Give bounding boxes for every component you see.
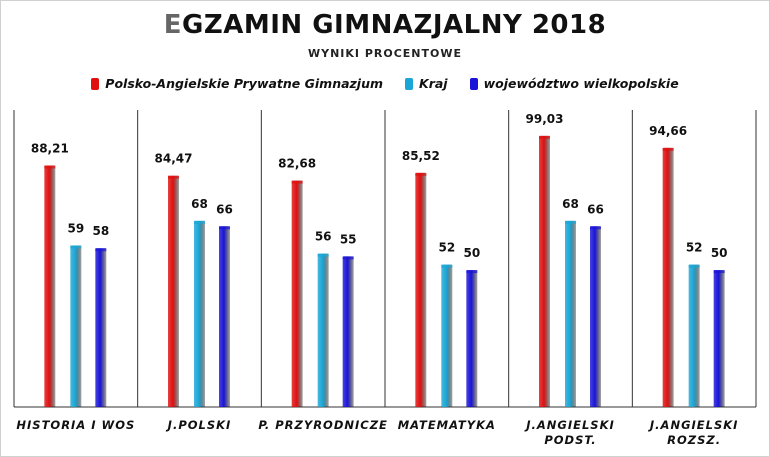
bar-wojewodztwo [95, 248, 107, 407]
bar-top-cap [565, 220, 576, 224]
bar-top-cap [95, 248, 107, 252]
bar-top-cap [342, 256, 354, 260]
x-tick-label: PODST. [544, 433, 596, 447]
bar-top-cap [590, 226, 601, 230]
bar-top-cap [441, 264, 453, 268]
bar-school [415, 172, 427, 407]
x-tick-label: ROZSZ. [667, 433, 721, 447]
bar-kraj [688, 264, 700, 407]
legend-swatch-school [91, 77, 100, 90]
data-label: 50 [711, 246, 728, 260]
legend-swatch-kraj [405, 77, 414, 90]
legend-item-kraj: Kraj [405, 76, 448, 91]
bar-school [44, 165, 56, 407]
data-label: 66 [587, 202, 604, 216]
bar-top-cap [44, 165, 56, 169]
data-label: 52 [686, 241, 703, 255]
bar-school [291, 180, 303, 407]
x-tick-label: P. PRZYRODNICZE [258, 418, 388, 432]
data-label: 50 [463, 246, 480, 260]
bar-top-cap [70, 245, 82, 249]
bar-kraj [565, 220, 576, 407]
bar-wojewodztwo [713, 270, 725, 407]
bar-top-cap [415, 172, 427, 176]
bar-top-cap [662, 147, 674, 151]
bar-kraj [317, 253, 329, 407]
data-label: 59 [67, 221, 84, 235]
x-tick-label: J.POLSKI [166, 418, 232, 432]
x-tick-label: HISTORIA I WOS [16, 418, 135, 432]
bar-kraj [441, 264, 453, 407]
x-tick-label: J.ANGIELSKI [524, 418, 615, 432]
bar-top-cap [688, 264, 700, 268]
bar-top-cap [168, 175, 179, 179]
bar-wojewodztwo [466, 270, 478, 407]
bar-school [539, 135, 550, 407]
data-label: 66 [216, 202, 233, 216]
data-label: 84,47 [155, 152, 193, 166]
data-label: 99,03 [526, 112, 564, 126]
bar-top-cap [713, 270, 725, 274]
bar-top-cap [194, 220, 205, 224]
legend-label-school: Polsko-Angielskie Prywatne Gimnazjum [105, 76, 384, 91]
data-label: 68 [562, 197, 579, 211]
data-label: 55 [340, 232, 357, 246]
data-label: 85,52 [402, 149, 440, 163]
bar-wojewodztwo [342, 256, 354, 407]
x-tick-label: J.ANGIELSKI [648, 418, 739, 432]
bar-school [662, 147, 674, 407]
chart-title-first-letter: E [163, 10, 183, 40]
bar-school [168, 175, 179, 407]
chart-subtitle: WYNIKI PROCENTOWE [307, 47, 463, 60]
data-label: 94,66 [649, 124, 687, 138]
bar-top-cap [317, 253, 329, 257]
legend-swatch-wojewodztwo [469, 77, 478, 90]
data-label: 56 [315, 230, 332, 244]
bar-wojewodztwo [590, 226, 601, 407]
chart-title-rest: GZAMIN GIMNAZJALNY 2018 [182, 10, 607, 40]
legend-item-wojewodztwo: województwo wielkopolskie [469, 76, 679, 91]
data-label: 52 [438, 241, 455, 255]
chart-title: EGZAMIN GIMNAZJALNY 2018 [0, 10, 770, 40]
data-label: 82,68 [278, 157, 316, 171]
bar-kraj [70, 245, 82, 407]
data-label: 58 [92, 224, 109, 238]
legend-item-school: Polsko-Angielskie Prywatne Gimnazjum [91, 76, 383, 91]
bar-top-cap [466, 270, 478, 274]
bar-kraj [194, 220, 205, 407]
legend-label-kraj: Kraj [419, 76, 448, 91]
bar-top-cap [291, 180, 303, 184]
chart-legend: Polsko-Angielskie Prywatne Gimnazjum Kra… [0, 76, 770, 91]
bar-top-cap [539, 135, 550, 139]
data-label: 88,21 [31, 141, 69, 155]
legend-label-wojewodztwo: województwo wielkopolskie [483, 76, 679, 91]
x-tick-label: MATEMATYKA [398, 418, 496, 432]
bar-wojewodztwo [219, 226, 230, 407]
bar-top-cap [219, 226, 230, 230]
data-label: 68 [191, 197, 208, 211]
